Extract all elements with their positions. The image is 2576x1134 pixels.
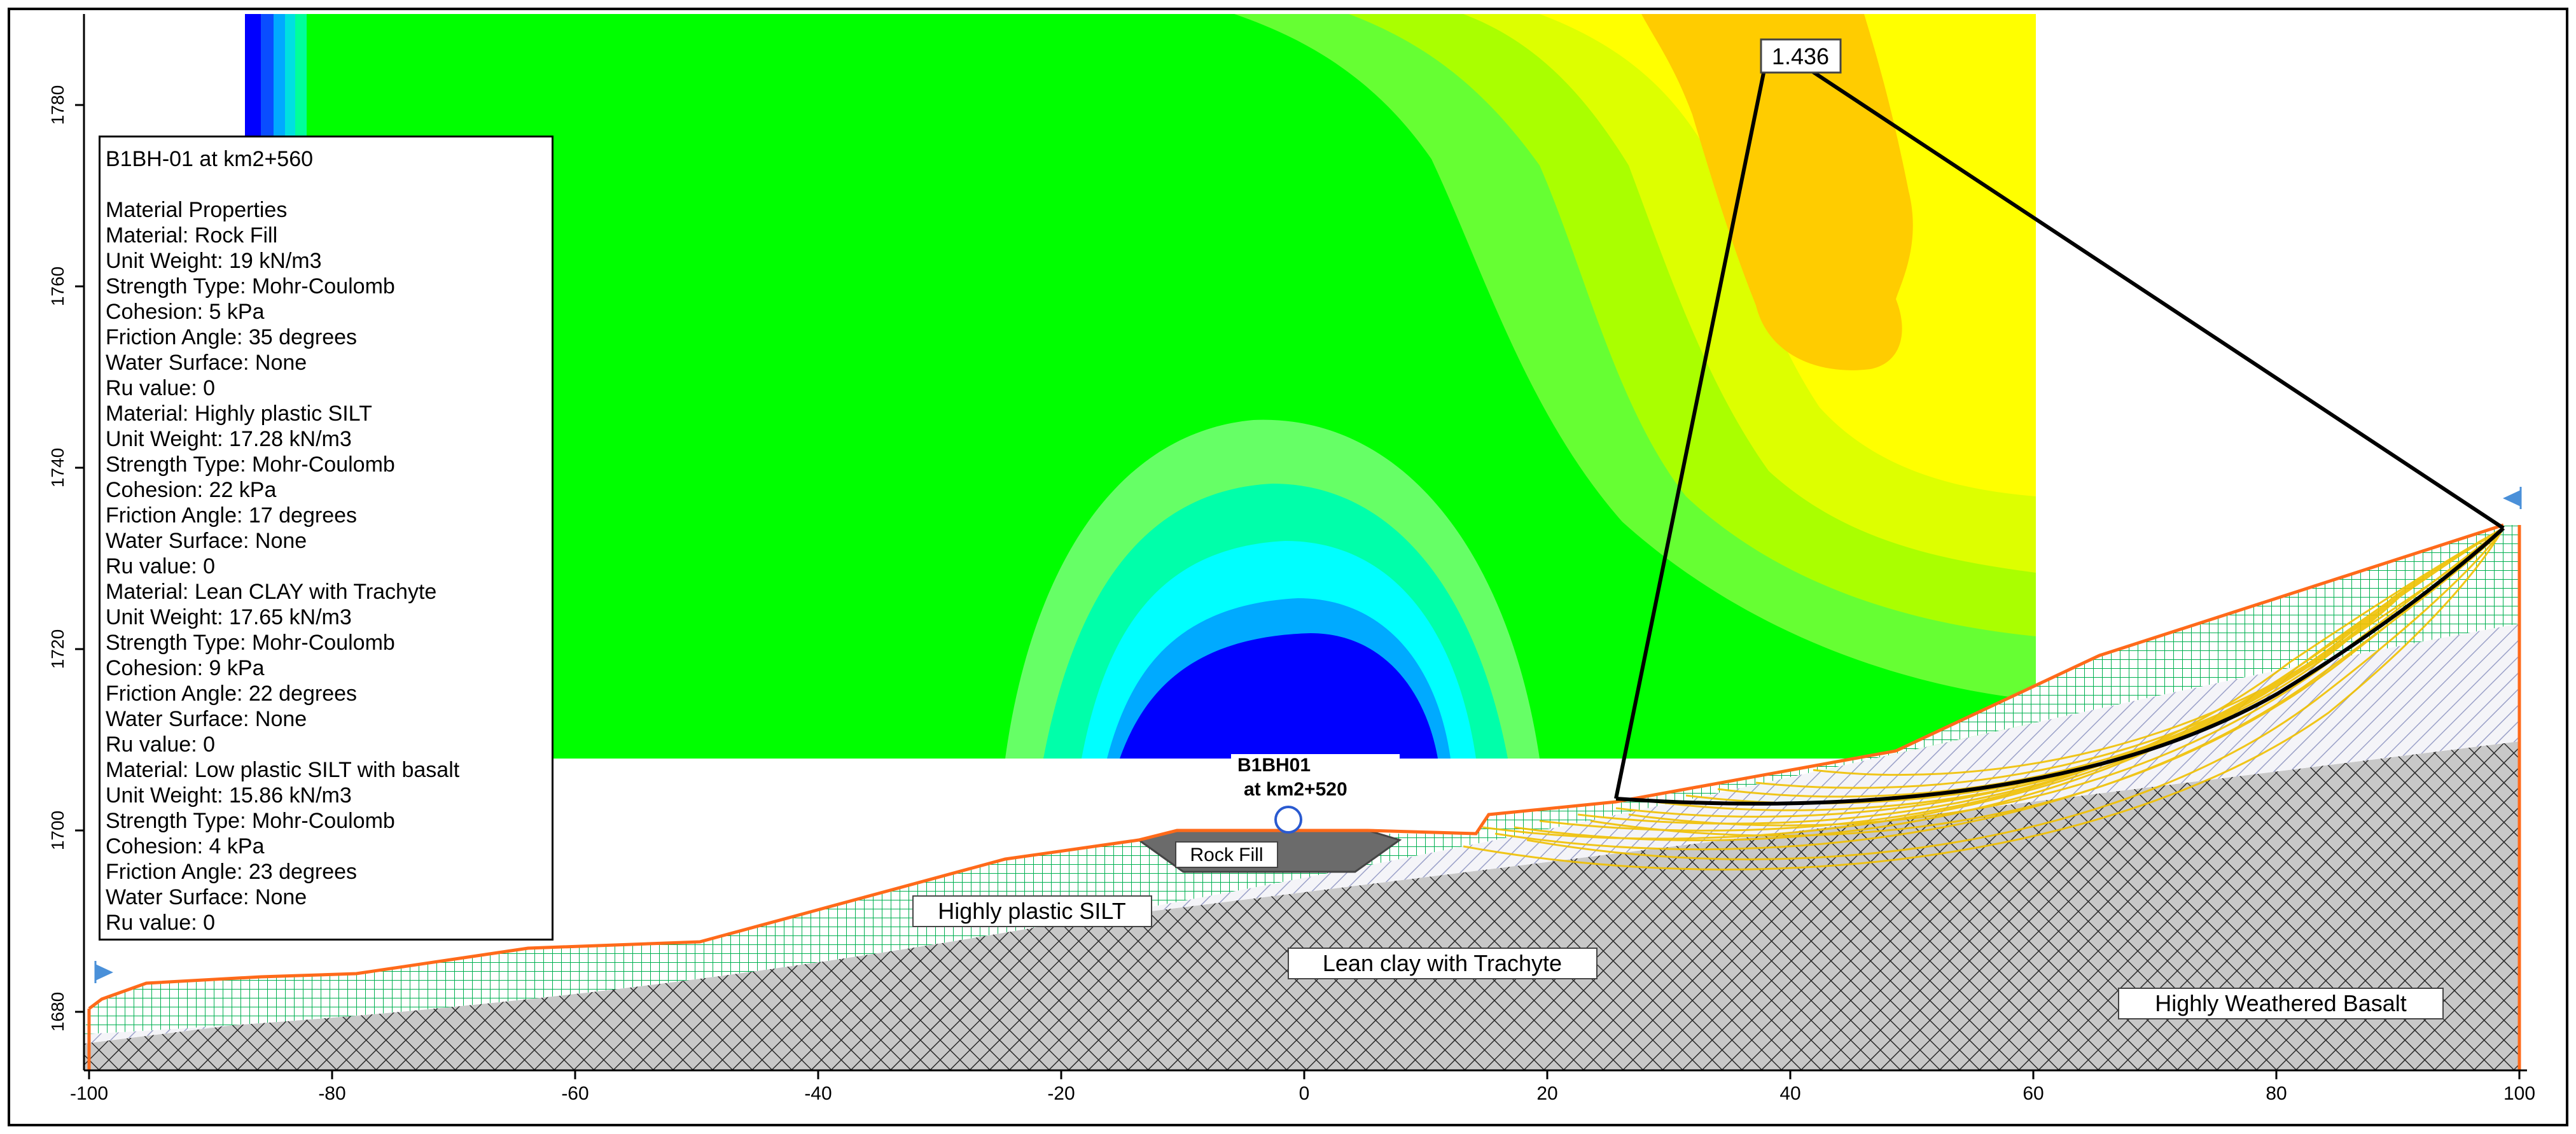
ground-surface-line <box>88 523 2504 1010</box>
slip-radius-left <box>1614 63 1767 799</box>
critical-slip-surface <box>1615 526 2505 806</box>
silt-label: Highly plastic SILT <box>912 895 1152 927</box>
material-friction: Friction Angle: 22 degrees <box>106 682 358 706</box>
y-tick-label: 1760 <box>48 267 67 306</box>
material-unit-weight: Unit Weight: 17.65 kN/m3 <box>106 605 352 629</box>
right-boundary-marker-icon <box>2503 490 2521 507</box>
material-properties-heading: Material Properties <box>106 198 288 222</box>
slip-radius-right <box>1799 62 2505 530</box>
material-water: Water Surface: None <box>106 351 307 375</box>
material-water: Water Surface: None <box>106 529 307 553</box>
material-strength: Strength Type: Mohr-Coulomb <box>106 809 395 833</box>
silt-layer <box>84 525 2519 1034</box>
borehole-marker <box>1274 806 1302 834</box>
material-unit-weight: Unit Weight: 19 kN/m3 <box>106 249 322 273</box>
svg-text:at km2+520: at km2+520 <box>1244 779 1347 800</box>
y-axis: 1680 1700 1720 1740 1760 1780 <box>48 14 85 1070</box>
material-water: Water Surface: None <box>106 707 307 731</box>
material-name: Material: Highly plastic SILT <box>106 402 372 426</box>
material-unit-weight: Unit Weight: 17.28 kN/m3 <box>106 427 352 451</box>
x-tick-label: 40 <box>1779 1083 1800 1104</box>
material-friction: Friction Angle: 17 degrees <box>106 503 358 528</box>
info-box-title: B1BH-01 at km2+560 <box>106 147 314 171</box>
material-name: Material: Low plastic SILT with basalt <box>106 758 460 782</box>
material-friction: Friction Angle: 35 degrees <box>106 325 358 349</box>
factor-of-safety-label: 1.436 <box>1760 38 1842 74</box>
svg-text:Rock Fill: Rock Fill <box>1190 844 1263 865</box>
left-boundary-marker-icon <box>95 964 113 981</box>
material-ru: Ru value: 0 <box>106 554 215 578</box>
y-tick-label: 1780 <box>48 85 67 125</box>
material-strength: Strength Type: Mohr-Coulomb <box>106 452 395 477</box>
svg-text:Lean clay with Trachyte: Lean clay with Trachyte <box>1323 950 1562 976</box>
svg-text:B1BH01: B1BH01 <box>1237 755 1311 776</box>
y-tick-label: 1680 <box>48 992 67 1032</box>
material-water: Water Surface: None <box>106 885 307 909</box>
clay-label: Lean clay with Trachyte <box>1288 948 1598 979</box>
rock-fill-label: Rock Fill <box>1175 841 1278 868</box>
y-tick-label: 1720 <box>48 629 67 669</box>
material-properties-box: B1BH-01 at km2+560 Material Properties M… <box>99 136 553 941</box>
trial-slip-surfaces <box>1463 527 2505 871</box>
x-tick-label: -60 <box>561 1083 588 1104</box>
material-strength: Strength Type: Mohr-Coulomb <box>106 274 395 298</box>
material-strength: Strength Type: Mohr-Coulomb <box>106 631 395 655</box>
material-friction: Friction Angle: 23 degrees <box>106 860 358 884</box>
y-tick-label: 1740 <box>48 448 67 487</box>
x-tick-label: 100 <box>2503 1083 2535 1104</box>
svg-text:Highly Weathered Basalt: Highly Weathered Basalt <box>2155 990 2407 1016</box>
material-cohesion: Cohesion: 4 kPa <box>106 834 265 858</box>
material-name: Material: Rock Fill <box>106 223 278 248</box>
svg-text:Highly plastic SILT: Highly plastic SILT <box>938 898 1125 924</box>
y-tick-label: 1700 <box>48 811 67 850</box>
material-ru: Ru value: 0 <box>106 911 215 935</box>
svg-text:1.436: 1.436 <box>1772 43 1829 69</box>
basalt-label: Highly Weathered Basalt <box>2118 988 2444 1019</box>
material-name: Material: Lean CLAY with Trachyte <box>106 580 437 604</box>
x-tick-label: 80 <box>2266 1083 2287 1104</box>
material-cohesion: Cohesion: 9 kPa <box>106 656 265 680</box>
x-tick-label: -80 <box>318 1083 345 1104</box>
x-tick-label: -100 <box>70 1083 108 1104</box>
x-tick-label: 60 <box>2023 1083 2043 1104</box>
material-ru: Ru value: 0 <box>106 376 215 400</box>
x-tick-label: 20 <box>1536 1083 1557 1104</box>
material-unit-weight: Unit Weight: 15.86 kN/m3 <box>106 783 352 808</box>
x-tick-label: -20 <box>1047 1083 1075 1104</box>
basalt-layer <box>84 741 2519 1070</box>
x-tick-label: -40 <box>804 1083 832 1104</box>
material-cohesion: Cohesion: 5 kPa <box>106 300 265 324</box>
material-ru: Ru value: 0 <box>106 732 215 757</box>
x-tick-label: 0 <box>1299 1083 1310 1104</box>
x-axis: -100 -80 -60 -40 -20 0 20 40 60 80 100 <box>70 1069 2535 1104</box>
borehole-label: B1BH01 at km2+520 <box>1231 754 1400 805</box>
material-cohesion: Cohesion: 22 kPa <box>106 478 277 502</box>
